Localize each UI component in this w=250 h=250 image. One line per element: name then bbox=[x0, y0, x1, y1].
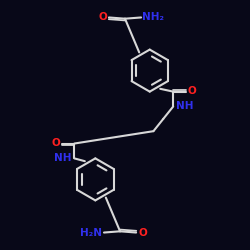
Text: NH: NH bbox=[176, 102, 193, 112]
Text: NH: NH bbox=[54, 153, 72, 164]
Text: O: O bbox=[51, 138, 60, 148]
Text: NH₂: NH₂ bbox=[142, 12, 164, 22]
Text: O: O bbox=[188, 86, 196, 96]
Text: H₂N: H₂N bbox=[80, 228, 102, 238]
Text: O: O bbox=[138, 228, 147, 238]
Text: O: O bbox=[98, 12, 107, 22]
